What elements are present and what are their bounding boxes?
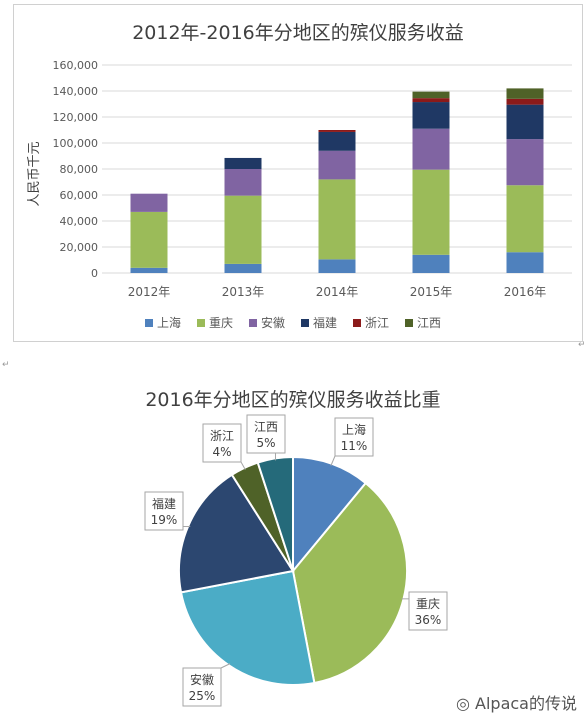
bar-chart-legend: 上海 重庆 安徽 福建 浙江 江西 — [145, 315, 441, 330]
bar-segment — [130, 193, 168, 212]
bar-chart-y-tick-label: 40,000 — [60, 215, 99, 228]
bar-segment — [412, 91, 450, 99]
bar-chart-y-tick-label: 20,000 — [60, 241, 99, 254]
pie-label-percent: 25% — [189, 689, 216, 703]
bar-segment — [412, 169, 450, 255]
bar-chart-y-tick-label: 100,000 — [53, 137, 99, 150]
pie-label-name: 重庆 — [416, 597, 440, 611]
bar-segment — [318, 130, 356, 132]
pie-chart-title: 2016年分地区的殡仪服务收益比重 — [145, 389, 440, 411]
pie-label-name: 浙江 — [210, 429, 234, 443]
watermark-text: Alpaca的传说 — [475, 694, 577, 713]
bar-segment — [412, 254, 450, 273]
pie-label-name: 江西 — [254, 420, 278, 434]
bar-segment — [318, 179, 356, 260]
bar-segment — [506, 88, 544, 99]
legend-label: 江西 — [417, 316, 441, 330]
legend-label: 福建 — [313, 315, 337, 330]
pie-label-percent: 11% — [341, 439, 368, 453]
bar-chart-y-tick-label: 140,000 — [53, 85, 99, 98]
bar-chart-y-tick-label: 120,000 — [53, 111, 99, 124]
bar-chart-x-tick-label: 2013年 — [222, 285, 265, 299]
pie-label-percent: 5% — [256, 436, 275, 450]
bar-segment — [130, 211, 168, 268]
pie-label-box — [144, 491, 184, 531]
bar-segment — [506, 104, 544, 140]
bar-segment — [224, 263, 262, 273]
bar-chart-y-tick-label: 160,000 — [53, 59, 99, 72]
paragraph-mark: ↵ — [578, 340, 586, 350]
bar-chart-y-axis-label: 人民币千元 — [27, 141, 42, 206]
bar-segment — [224, 169, 262, 196]
watermark: ◎ Alpaca的传说 — [456, 690, 577, 714]
pie-label-name: 上海 — [342, 422, 366, 437]
bar-chart-frame: 2012年-2016年分地区的殡仪服务收益 人民币千元 0 20,000 40,00… — [13, 4, 583, 342]
pie-label-percent: 19% — [151, 513, 178, 527]
bar-chart-x-tick-label: 2014年 — [316, 285, 359, 299]
pie-label-name: 安徽 — [190, 672, 214, 687]
pie-chart-slices — [178, 455, 408, 686]
bar-segment — [412, 102, 450, 129]
pie-label-box — [202, 423, 242, 463]
legend-label: 浙江 — [365, 316, 389, 330]
bar-segment — [506, 185, 544, 253]
bar-segment — [318, 150, 356, 180]
bar-segment — [506, 98, 544, 105]
pie-leader-line — [330, 455, 336, 466]
paragraph-mark: ↵ — [2, 360, 10, 370]
pie-chart-labels: 上海 11% 重庆 36% 安徽 25% 福建 19% 浙江 4% 江西 5% — [144, 414, 448, 707]
legend-swatch — [301, 319, 309, 327]
legend-label: 重庆 — [209, 316, 233, 330]
bar-chart: 2012年-2016年分地区的殡仪服务收益 人民币千元 0 20,000 40,00… — [27, 22, 572, 330]
bar-chart-x-tick-label: 2012年 — [128, 285, 171, 299]
legend-label: 上海 — [157, 315, 181, 330]
legend-swatch — [145, 319, 153, 327]
bar-segment — [224, 195, 262, 264]
bar-chart-x-tick-label: 2016年 — [504, 285, 547, 299]
legend-swatch — [405, 319, 413, 327]
pie-label-name: 福建 — [152, 496, 176, 511]
bar-segment — [130, 267, 168, 273]
pie-slice — [179, 569, 316, 686]
bar-segment — [412, 128, 450, 170]
pie-label-box — [334, 417, 374, 457]
legend-swatch — [197, 319, 205, 327]
legend-swatch — [249, 319, 257, 327]
bar-chart-y-tick-label: 60,000 — [60, 189, 99, 202]
bar-chart-y-tick-label: 80,000 — [60, 163, 99, 176]
bar-segment — [318, 131, 356, 151]
pie-slice — [178, 473, 295, 594]
pie-label-box — [246, 414, 286, 454]
pie-label-box — [408, 591, 448, 631]
bar-segment — [506, 252, 544, 273]
bar-chart-bars — [130, 88, 544, 273]
bar-segment — [506, 139, 544, 186]
pie-leader-line — [240, 461, 246, 470]
pie-label-percent: 4% — [212, 445, 231, 459]
bar-chart-y-ticks: 0 20,000 40,000 60,000 80,000 100,000 120,000 1… — [53, 59, 99, 280]
bar-segment — [224, 157, 262, 169]
bar-segment — [318, 259, 356, 273]
weibo-icon: ◎ — [455, 694, 470, 713]
pie-label-percent: 36% — [415, 613, 442, 627]
pie-label-box — [182, 667, 222, 707]
pie-chart: 2016年分地区的殡仪服务收益比重 上海 11% 重庆 36% 安徽 25% 福建 19% 浙江… — [144, 389, 448, 707]
bar-segment — [412, 98, 450, 103]
bar-chart-title: 2012年-2016年分地区的殡仪服务收益 — [132, 22, 464, 44]
bar-chart-y-tick-label: 0 — [91, 267, 98, 280]
legend-swatch — [353, 319, 361, 327]
bar-chart-x-tick-label: 2015年 — [410, 285, 453, 299]
bar-chart-x-ticks: 2012年 2013年 2014年 2015年 2016年 — [128, 285, 547, 299]
pie-leader-line — [220, 663, 231, 669]
legend-label: 安徽 — [261, 315, 285, 330]
